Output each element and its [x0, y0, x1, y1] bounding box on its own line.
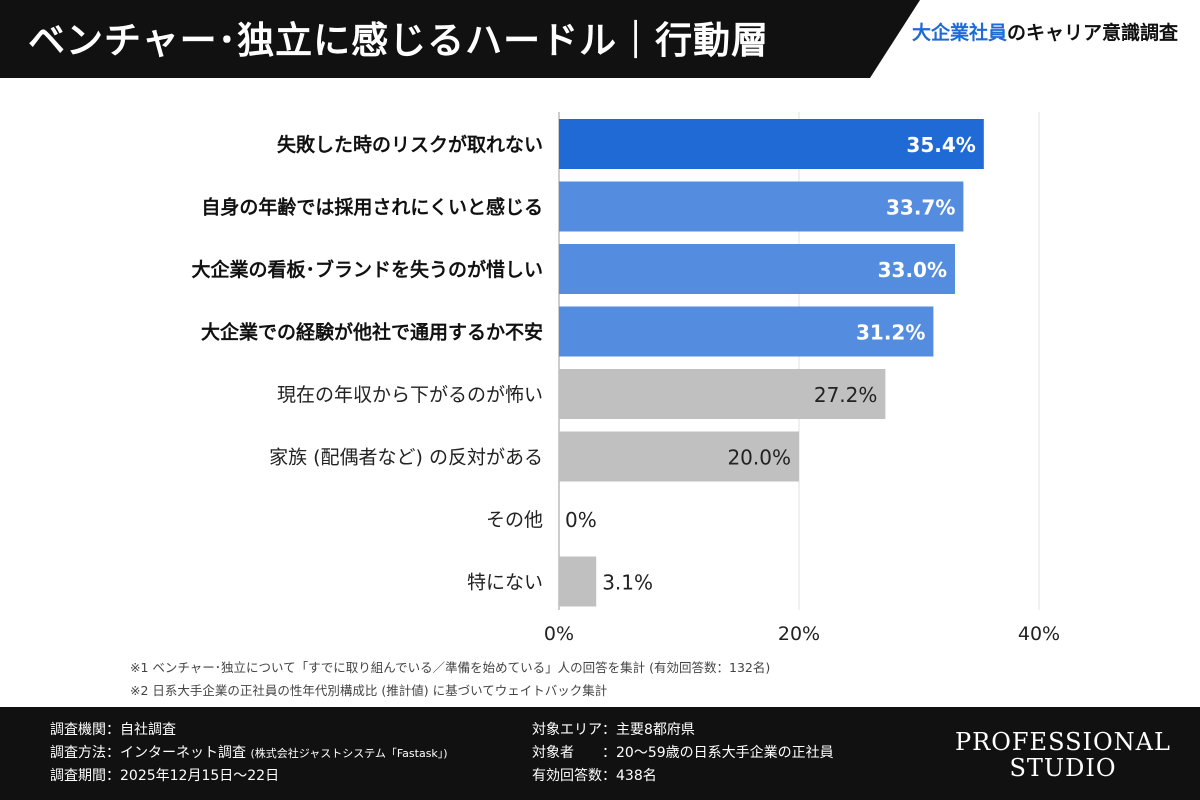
bar — [559, 431, 799, 482]
category-label: 大企業の看板･ブランドを失うのが惜しい — [191, 258, 543, 281]
logo-line-2: STUDIO — [1009, 754, 1117, 782]
bar — [559, 369, 886, 419]
survey-responses: 有効回答数：438名 — [532, 768, 657, 784]
value-label: 33.0% — [878, 258, 947, 282]
bar — [559, 119, 984, 169]
value-label: 33.7% — [886, 196, 955, 220]
survey-period: 調査期間：2025年12月15日～22日 — [50, 768, 280, 784]
footnote-1: ※1 ベンチャー･独立について「すでに取り組んでいる／準備を始めている」人の回答… — [130, 660, 771, 675]
x-tick-label: 40% — [1018, 623, 1060, 645]
bar — [559, 306, 934, 357]
value-label: 3.1% — [602, 571, 653, 595]
x-tick-label: 0% — [544, 623, 574, 645]
footer: 調査機関：自社調査 調査方法：インターネット調査 (株式会社ジャストシステム「F… — [0, 707, 1200, 800]
category-label: 特にない — [467, 572, 543, 594]
x-tick-label: 20% — [778, 623, 820, 645]
footnote-2: ※2 日系大手企業の正社員の性年代別構成比 (推計値) に基づいてウェイトバック… — [130, 683, 608, 698]
bar — [559, 556, 597, 607]
survey-area: 対象エリア：主要8都府県 — [532, 722, 695, 738]
value-label: 27.2% — [814, 383, 878, 407]
bar — [559, 244, 955, 294]
value-label: 31.2% — [856, 321, 925, 345]
survey-method: 調査方法：インターネット調査 (株式会社ジャストシステム「Fastask」) — [50, 742, 448, 762]
survey-agency: 調査機関：自社調査 — [50, 722, 176, 738]
logo-line-1: PROFESSIONAL — [955, 728, 1171, 756]
category-label: 大企業での経験が他社で通用するか不安 — [201, 321, 543, 344]
value-label: 35.4% — [906, 133, 975, 157]
value-label: 20.0% — [727, 446, 791, 470]
brand-rest: のキャリア意識調査 — [1006, 22, 1178, 44]
category-label: 自身の年齢では採用されにくいと感じる — [201, 196, 543, 219]
header-banner — [0, 0, 920, 78]
survey-target: 対象者 ：20～59歳の日系大手企業の正社員 — [532, 745, 834, 761]
value-label: 0% — [565, 508, 597, 532]
category-label: 家族 (配偶者など) の反対がある — [269, 447, 543, 469]
brand-highlight: 大企業社員 — [911, 22, 1007, 44]
survey-method-sub: (株式会社ジャストシステム「Fastask」) — [250, 747, 448, 760]
bar — [559, 181, 964, 232]
survey-brand: 大企業社員のキャリア意識調査 — [912, 18, 1178, 45]
category-label: その他 — [486, 509, 543, 531]
category-label: 失敗した時のリスクが取れない — [277, 133, 543, 156]
bar-chart: 0% 20% 40% 失敗した時のリスクが取れない 35.4% 自身の年齢では採用されにく… — [191, 112, 1060, 645]
survey-method-main: 調査方法：インターネット調査 — [50, 745, 246, 761]
page-title: ベンチャー･独立に感じるハードル｜行動層 — [28, 19, 770, 62]
category-label: 現在の年収から下がるのが怖い — [277, 384, 543, 406]
professional-studio-logo: PROFESSIONAL STUDIO — [955, 729, 1171, 781]
